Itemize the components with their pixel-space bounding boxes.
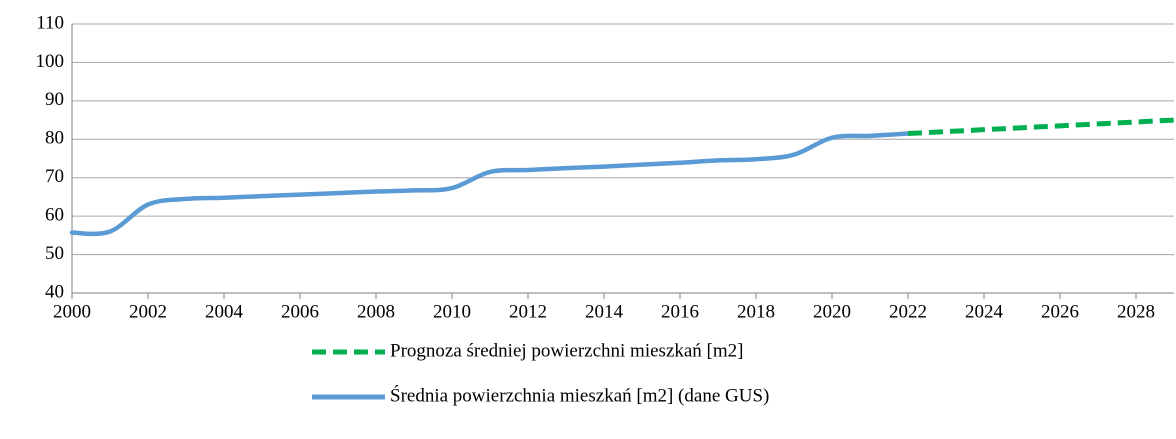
x-tick-label: 2008 xyxy=(357,301,395,322)
x-tick-label: 2012 xyxy=(509,301,547,322)
legend-label: Średnia powierzchnia mieszkań [m2] (dane… xyxy=(390,384,769,406)
x-tick-label: 2022 xyxy=(889,301,927,322)
x-tick-label: 2024 xyxy=(965,301,1004,322)
x-tick-label: 2002 xyxy=(129,301,167,322)
x-tick-label: 2014 xyxy=(585,301,624,322)
x-tick-label: 2028 xyxy=(1117,301,1155,322)
x-tick-label: 2018 xyxy=(737,301,775,322)
y-tick-label: 80 xyxy=(45,128,64,149)
x-tick-label: 2010 xyxy=(433,301,471,322)
y-tick-label: 90 xyxy=(45,89,64,110)
y-tick-label: 100 xyxy=(36,51,65,72)
x-tick-label: 2020 xyxy=(813,301,851,322)
x-tick-label: 2006 xyxy=(281,301,319,322)
legend-label: Prognoza średniej powierzchni mieszkań [… xyxy=(390,340,744,361)
x-tick-label: 2016 xyxy=(661,301,699,322)
y-tick-label: 50 xyxy=(45,243,64,264)
x-tick-label: 2004 xyxy=(205,301,244,322)
y-tick-label: 60 xyxy=(45,205,64,226)
series-line xyxy=(907,117,1175,137)
series-line xyxy=(69,131,911,237)
y-tick-label: 70 xyxy=(45,166,64,187)
y-tick-label: 40 xyxy=(45,281,64,302)
x-tick-label: 2026 xyxy=(1041,301,1079,322)
y-tick-label: 110 xyxy=(36,12,64,33)
x-tick-label: 2000 xyxy=(53,301,91,322)
